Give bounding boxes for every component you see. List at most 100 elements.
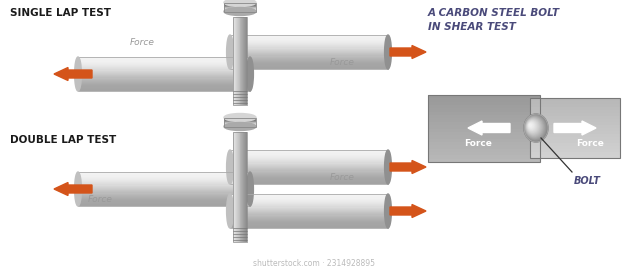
Bar (78, 183, 250, 185)
Bar (230, 60, 388, 61)
Ellipse shape (246, 57, 253, 91)
Bar (78, 192, 250, 193)
Bar (230, 46, 388, 48)
Bar (230, 45, 388, 46)
Bar (230, 200, 388, 201)
Bar (242, 132, 243, 242)
Ellipse shape (75, 172, 82, 206)
Ellipse shape (75, 57, 82, 91)
Bar (224, 118, 256, 127)
Bar (230, 225, 388, 226)
Text: Force: Force (330, 57, 355, 67)
Bar (230, 219, 388, 220)
Bar (530, 152, 620, 155)
Bar (78, 72, 250, 73)
Ellipse shape (530, 124, 532, 126)
Bar (78, 67, 250, 68)
Ellipse shape (384, 150, 391, 184)
Ellipse shape (384, 35, 391, 69)
Bar (230, 181, 388, 182)
Bar (224, 123, 256, 124)
Ellipse shape (524, 115, 547, 141)
Bar (530, 98, 620, 158)
Bar (224, 3, 256, 11)
Bar (230, 173, 388, 174)
Bar (230, 49, 388, 50)
Bar (78, 62, 250, 63)
Bar (224, 7, 256, 8)
Bar (78, 172, 250, 173)
Bar (78, 68, 250, 69)
Bar (224, 5, 256, 6)
Bar (530, 128, 620, 131)
Bar (230, 197, 388, 199)
Bar (428, 155, 540, 159)
Bar (78, 78, 250, 80)
Bar (530, 125, 620, 128)
Bar (241, 132, 242, 242)
FancyArrow shape (554, 121, 596, 135)
Bar (78, 179, 250, 180)
Bar (224, 119, 256, 120)
FancyArrow shape (468, 121, 510, 135)
Ellipse shape (246, 172, 253, 206)
Bar (230, 155, 388, 156)
Ellipse shape (529, 122, 535, 130)
Bar (230, 61, 388, 62)
Bar (224, 6, 256, 7)
Bar (230, 222, 388, 223)
Bar (78, 188, 250, 189)
Bar (240, 17, 241, 105)
Bar (230, 214, 388, 216)
Bar (230, 174, 388, 175)
Bar (224, 10, 256, 11)
Bar (78, 195, 250, 196)
Bar (230, 199, 388, 200)
FancyArrow shape (390, 160, 426, 174)
Bar (78, 77, 250, 78)
Bar (230, 211, 388, 212)
Bar (428, 122, 540, 125)
Bar (230, 160, 388, 161)
Bar (230, 158, 388, 159)
Bar (78, 173, 250, 174)
Bar (230, 62, 388, 63)
Ellipse shape (528, 121, 537, 131)
Bar (78, 181, 250, 182)
Ellipse shape (527, 121, 537, 132)
Bar (230, 166, 388, 167)
Text: Force: Force (88, 195, 113, 204)
Bar (530, 137, 620, 140)
Ellipse shape (226, 35, 233, 69)
Ellipse shape (525, 116, 545, 139)
Bar (230, 36, 388, 37)
Bar (78, 82, 250, 83)
Bar (230, 58, 388, 59)
Ellipse shape (226, 194, 233, 228)
Bar (78, 60, 250, 62)
Bar (530, 107, 620, 110)
Bar (230, 226, 388, 227)
Bar (78, 74, 250, 75)
Bar (230, 54, 388, 55)
Bar (78, 180, 250, 181)
Bar (78, 57, 250, 58)
Bar (230, 171, 388, 172)
Bar (78, 176, 250, 178)
Bar (230, 50, 388, 51)
Bar (428, 118, 540, 122)
Bar (230, 217, 388, 218)
Bar (243, 17, 244, 105)
Bar (230, 151, 388, 152)
Ellipse shape (224, 123, 256, 130)
Bar (78, 58, 250, 59)
Bar (530, 110, 620, 113)
Bar (230, 37, 388, 38)
Ellipse shape (224, 113, 256, 122)
Bar (78, 57, 250, 91)
Text: SINGLE LAP TEST: SINGLE LAP TEST (10, 8, 111, 18)
Bar (428, 135, 540, 139)
Bar (428, 152, 540, 155)
Bar (233, 132, 234, 242)
Bar (78, 87, 250, 88)
